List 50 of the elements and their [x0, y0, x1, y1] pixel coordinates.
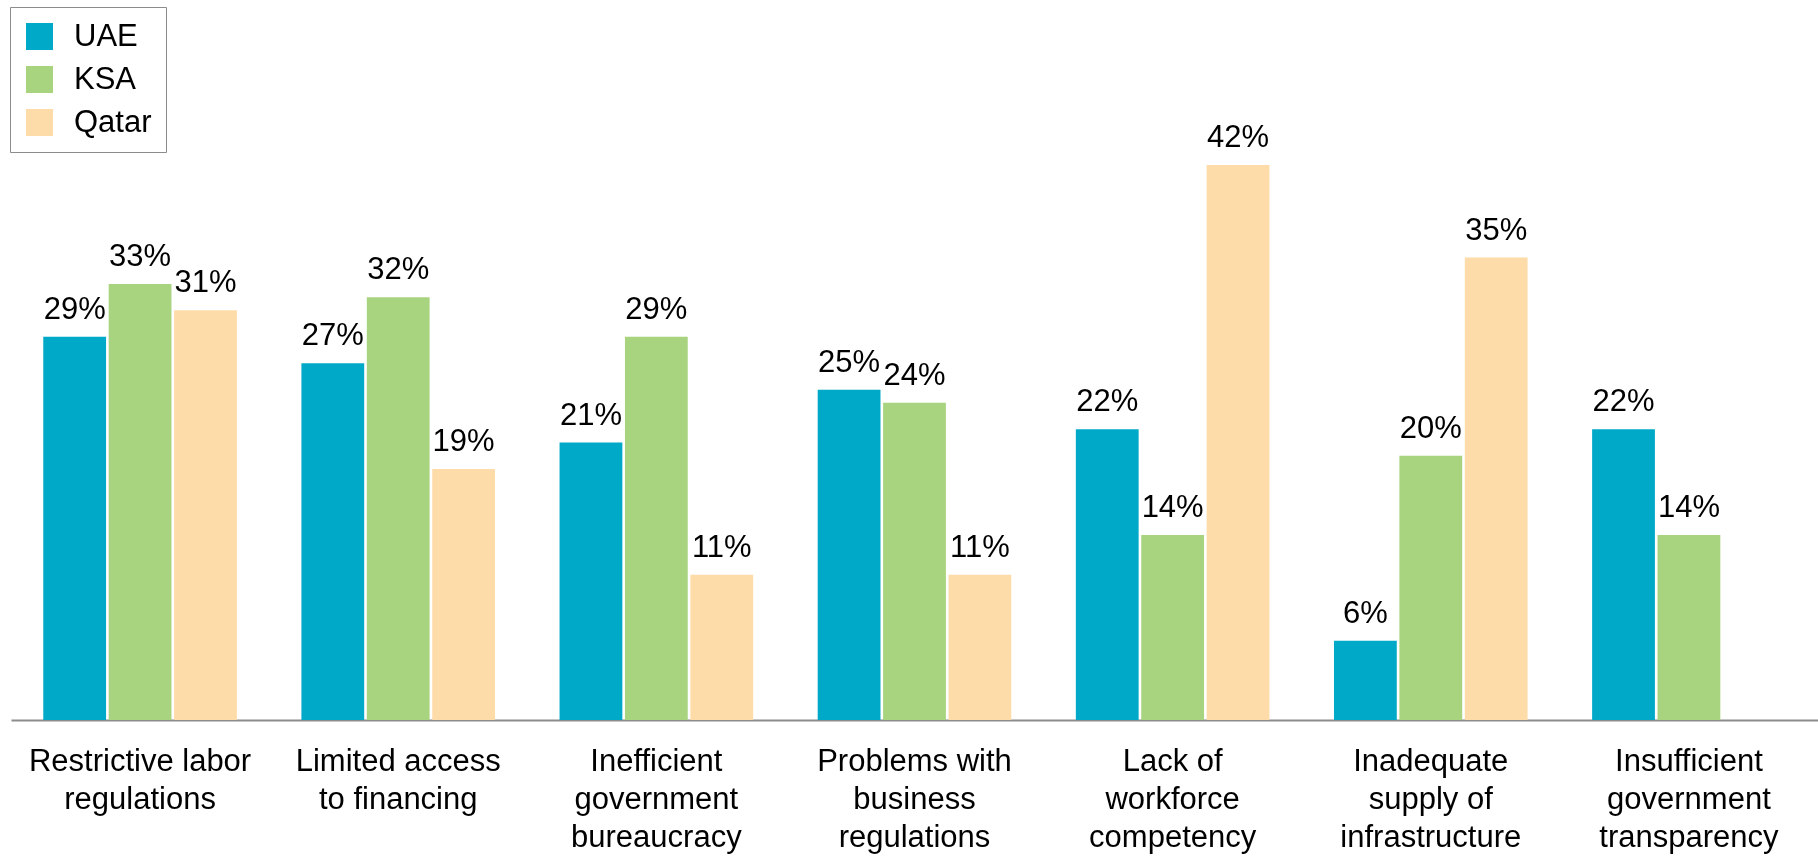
data-label: 22%	[1592, 383, 1655, 419]
data-label: 29%	[625, 290, 688, 326]
data-label: 6%	[1342, 594, 1388, 630]
x-tick-label: Lack of workforce competency	[1089, 742, 1257, 854]
bar	[301, 363, 365, 720]
bar	[1657, 535, 1721, 720]
data-label: 11%	[691, 528, 752, 564]
data-label: 14%	[1657, 489, 1720, 524]
bar	[817, 389, 881, 720]
bar	[1333, 640, 1397, 720]
data-label: 33%	[109, 237, 172, 273]
bar	[1075, 429, 1139, 720]
bar	[948, 574, 1012, 720]
x-tick-label: Inefficient government bureaucracy	[571, 742, 743, 854]
data-label: 24%	[883, 356, 946, 392]
bar	[1464, 257, 1528, 720]
data-label: 27%	[301, 317, 364, 353]
bar	[1141, 535, 1205, 720]
data-label: 42%	[1207, 119, 1270, 154]
data-label: 32%	[367, 251, 430, 287]
data-label: 25%	[818, 343, 881, 379]
data-label: 21%	[559, 396, 622, 432]
data-label: 20%	[1399, 409, 1462, 445]
data-label: 22%	[1076, 383, 1139, 419]
bar	[883, 402, 946, 720]
data-label: 11%	[950, 528, 1010, 564]
x-tick-label: Limited access to financing	[295, 742, 501, 816]
data-label: 29%	[43, 290, 106, 326]
x-tick-label: Insufficient government transparency	[1599, 742, 1780, 854]
data-label: 19%	[432, 422, 495, 458]
data-label: 31%	[174, 264, 237, 300]
data-label: 14%	[1141, 489, 1204, 524]
bar	[559, 442, 623, 720]
bar	[366, 297, 430, 720]
bar	[1592, 429, 1655, 720]
bar	[174, 310, 237, 720]
legend-label: UAE	[74, 17, 138, 53]
bar	[432, 468, 496, 720]
x-tick-label: Restrictive labor regulations	[28, 742, 252, 816]
bar	[1399, 455, 1463, 720]
x-tick-label: Inadequate supply of infrastructure	[1340, 742, 1522, 854]
bar	[624, 336, 688, 720]
bar	[108, 283, 172, 720]
bar	[1206, 165, 1270, 720]
legend-label: Qatar	[74, 103, 152, 139]
data-label: 35%	[1465, 211, 1528, 247]
bar	[43, 336, 107, 720]
bar	[690, 574, 754, 720]
x-tick-label: Problems with business regulations	[817, 742, 1012, 854]
legend-label: KSA	[74, 60, 137, 96]
